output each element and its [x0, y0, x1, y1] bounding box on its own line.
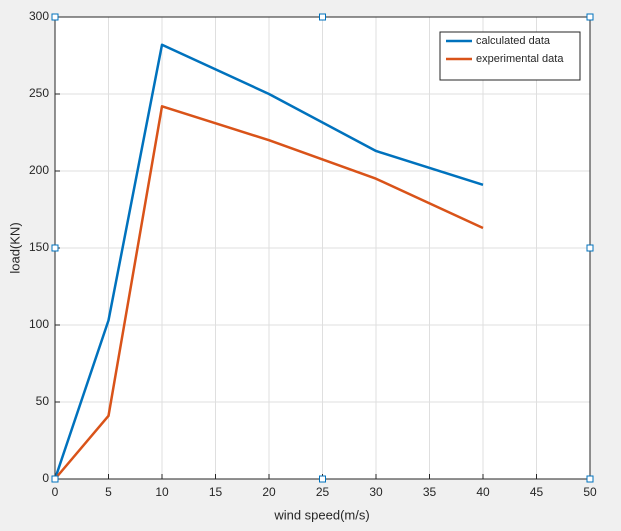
legend-label: calculated data	[476, 35, 551, 47]
y-tick-label: 250	[29, 86, 49, 100]
y-tick-label: 300	[29, 9, 49, 23]
y-axis-label: load(KN)	[7, 222, 22, 273]
handle	[586, 13, 594, 21]
x-tick-label: 0	[52, 485, 59, 499]
handle	[586, 475, 594, 483]
y-tick-label: 50	[36, 394, 50, 408]
handle	[319, 13, 326, 21]
x-tick-label: 50	[583, 485, 597, 499]
legend-label: experimental data	[476, 53, 564, 65]
x-tick-label: 35	[423, 485, 437, 499]
handle	[51, 13, 59, 21]
x-tick-label: 25	[316, 485, 330, 499]
lines	[53, 43, 484, 480]
data-line	[53, 43, 484, 480]
x-tick-label: 10	[155, 485, 169, 499]
y-tick-label: 150	[29, 240, 49, 254]
selection-handles	[51, 13, 594, 483]
x-tick-label: 45	[530, 485, 544, 499]
handle	[51, 475, 59, 483]
y-tick-label: 0	[42, 471, 49, 485]
handle	[319, 475, 326, 483]
legend: calculated data experimental data	[439, 31, 581, 81]
x-tick-label: 40	[476, 485, 490, 499]
data-line	[54, 105, 484, 480]
handle	[51, 244, 59, 252]
x-tick-label: 5	[105, 485, 112, 499]
x-tick-label: 30	[369, 485, 383, 499]
x-tick-label: 15	[209, 485, 223, 499]
y-tick-label: 100	[29, 317, 49, 331]
x-axis-label: wind speed(m/s)	[273, 507, 369, 522]
handle	[586, 244, 594, 252]
x-tick-label: 20	[262, 485, 276, 499]
y-tick-label: 200	[29, 163, 49, 177]
